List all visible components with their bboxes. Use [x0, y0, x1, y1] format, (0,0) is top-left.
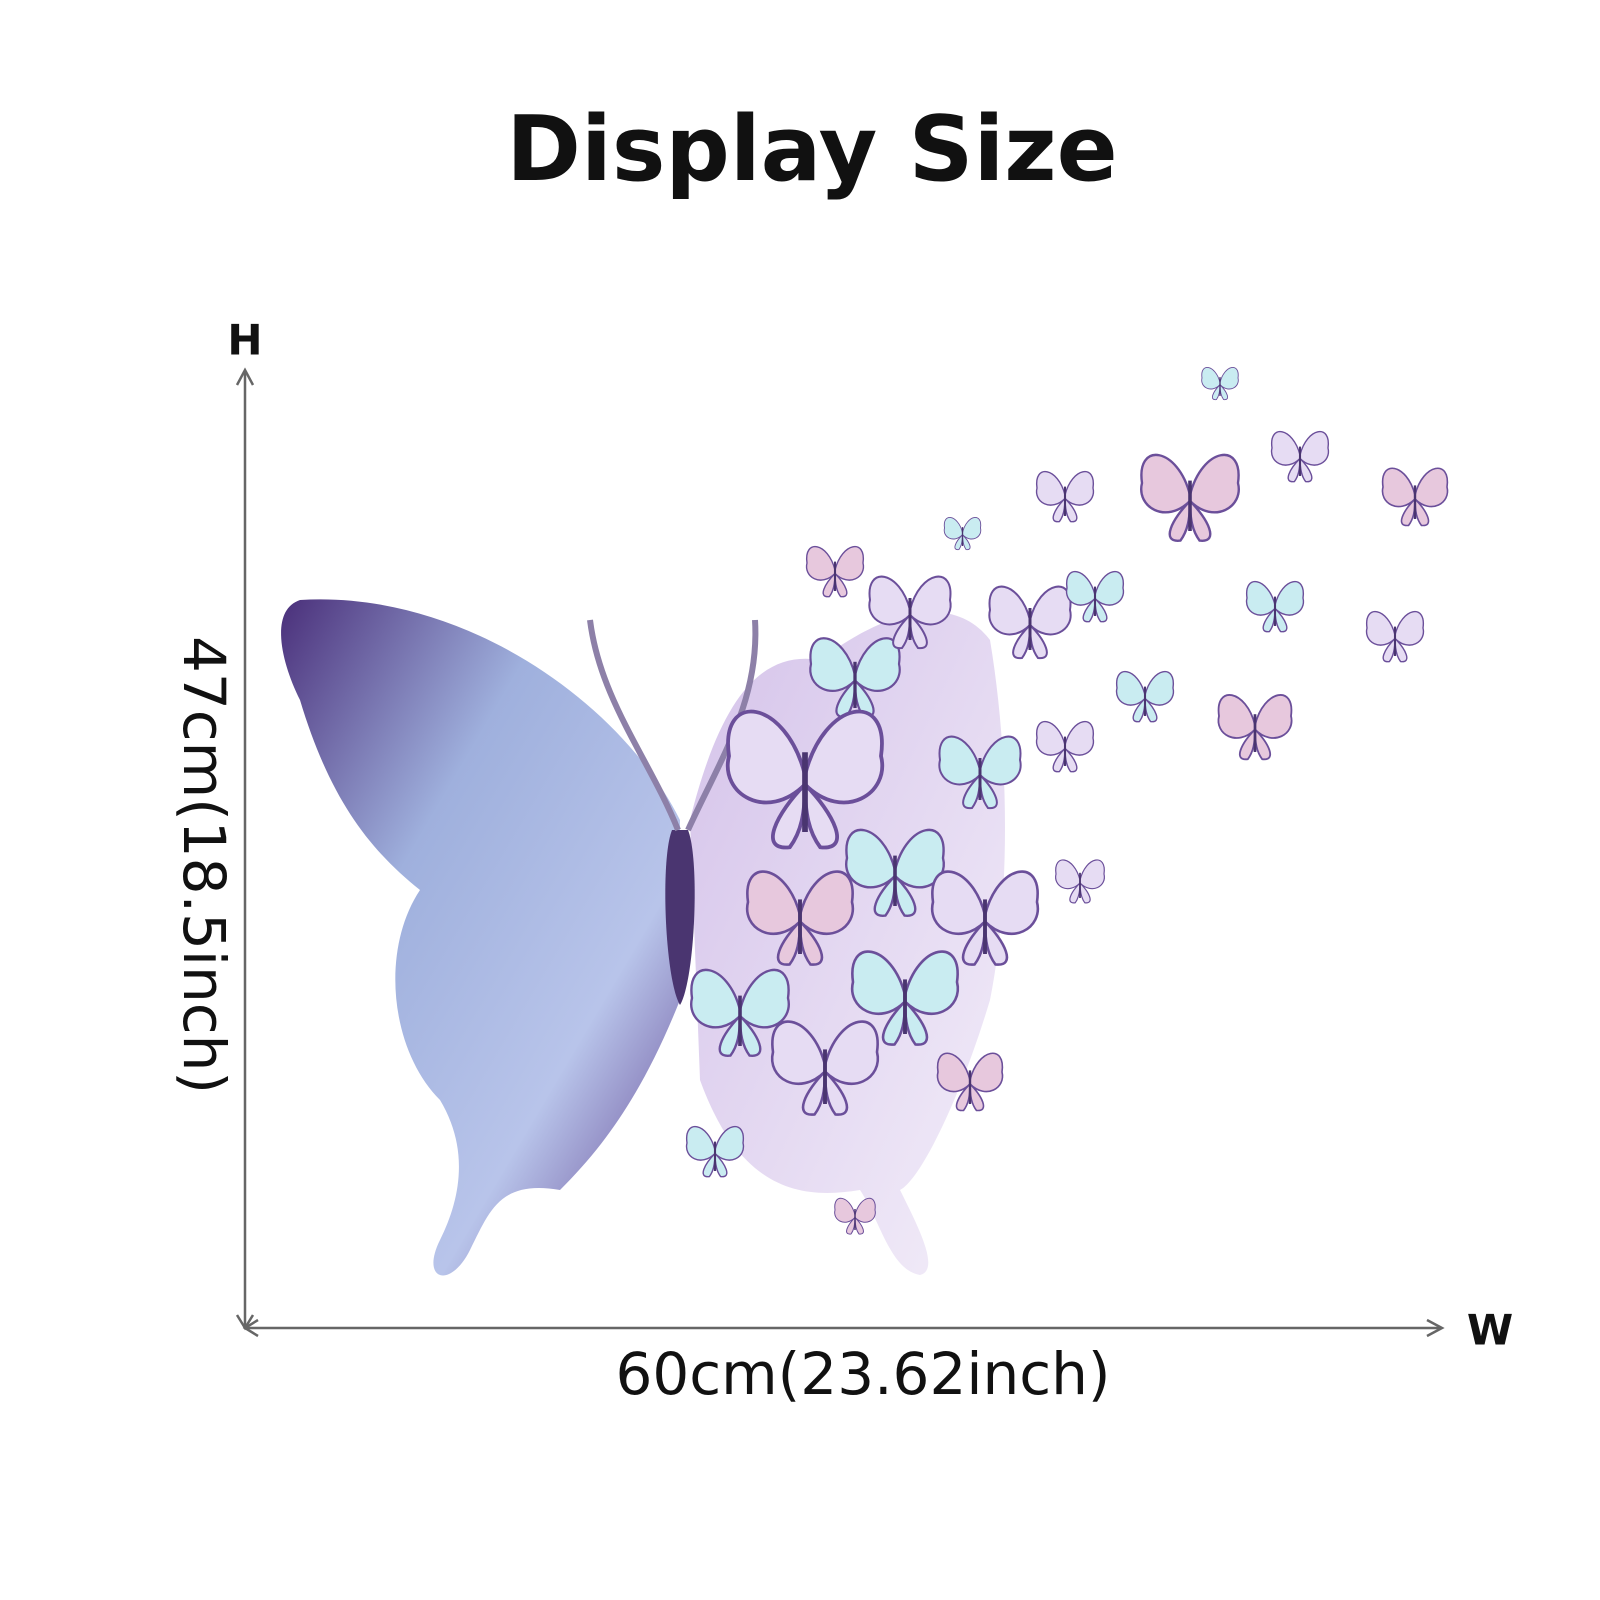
width-axis-label: W	[1467, 1306, 1513, 1355]
title: Display Size	[506, 97, 1117, 202]
body	[665, 830, 695, 1005]
width-label: 60cm(23.62inch)	[615, 1340, 1110, 1408]
height-axis-label: H	[227, 316, 262, 365]
butterfly-illustration	[281, 366, 1449, 1276]
width-arrowhead	[1426, 1318, 1445, 1338]
height-arrowhead-bottom	[235, 1314, 255, 1331]
left-wing	[281, 599, 680, 1276]
height-label: 47cm(18.5inch)	[170, 636, 238, 1094]
height-arrowhead	[235, 367, 255, 386]
dimension-arrows	[235, 367, 1445, 1338]
